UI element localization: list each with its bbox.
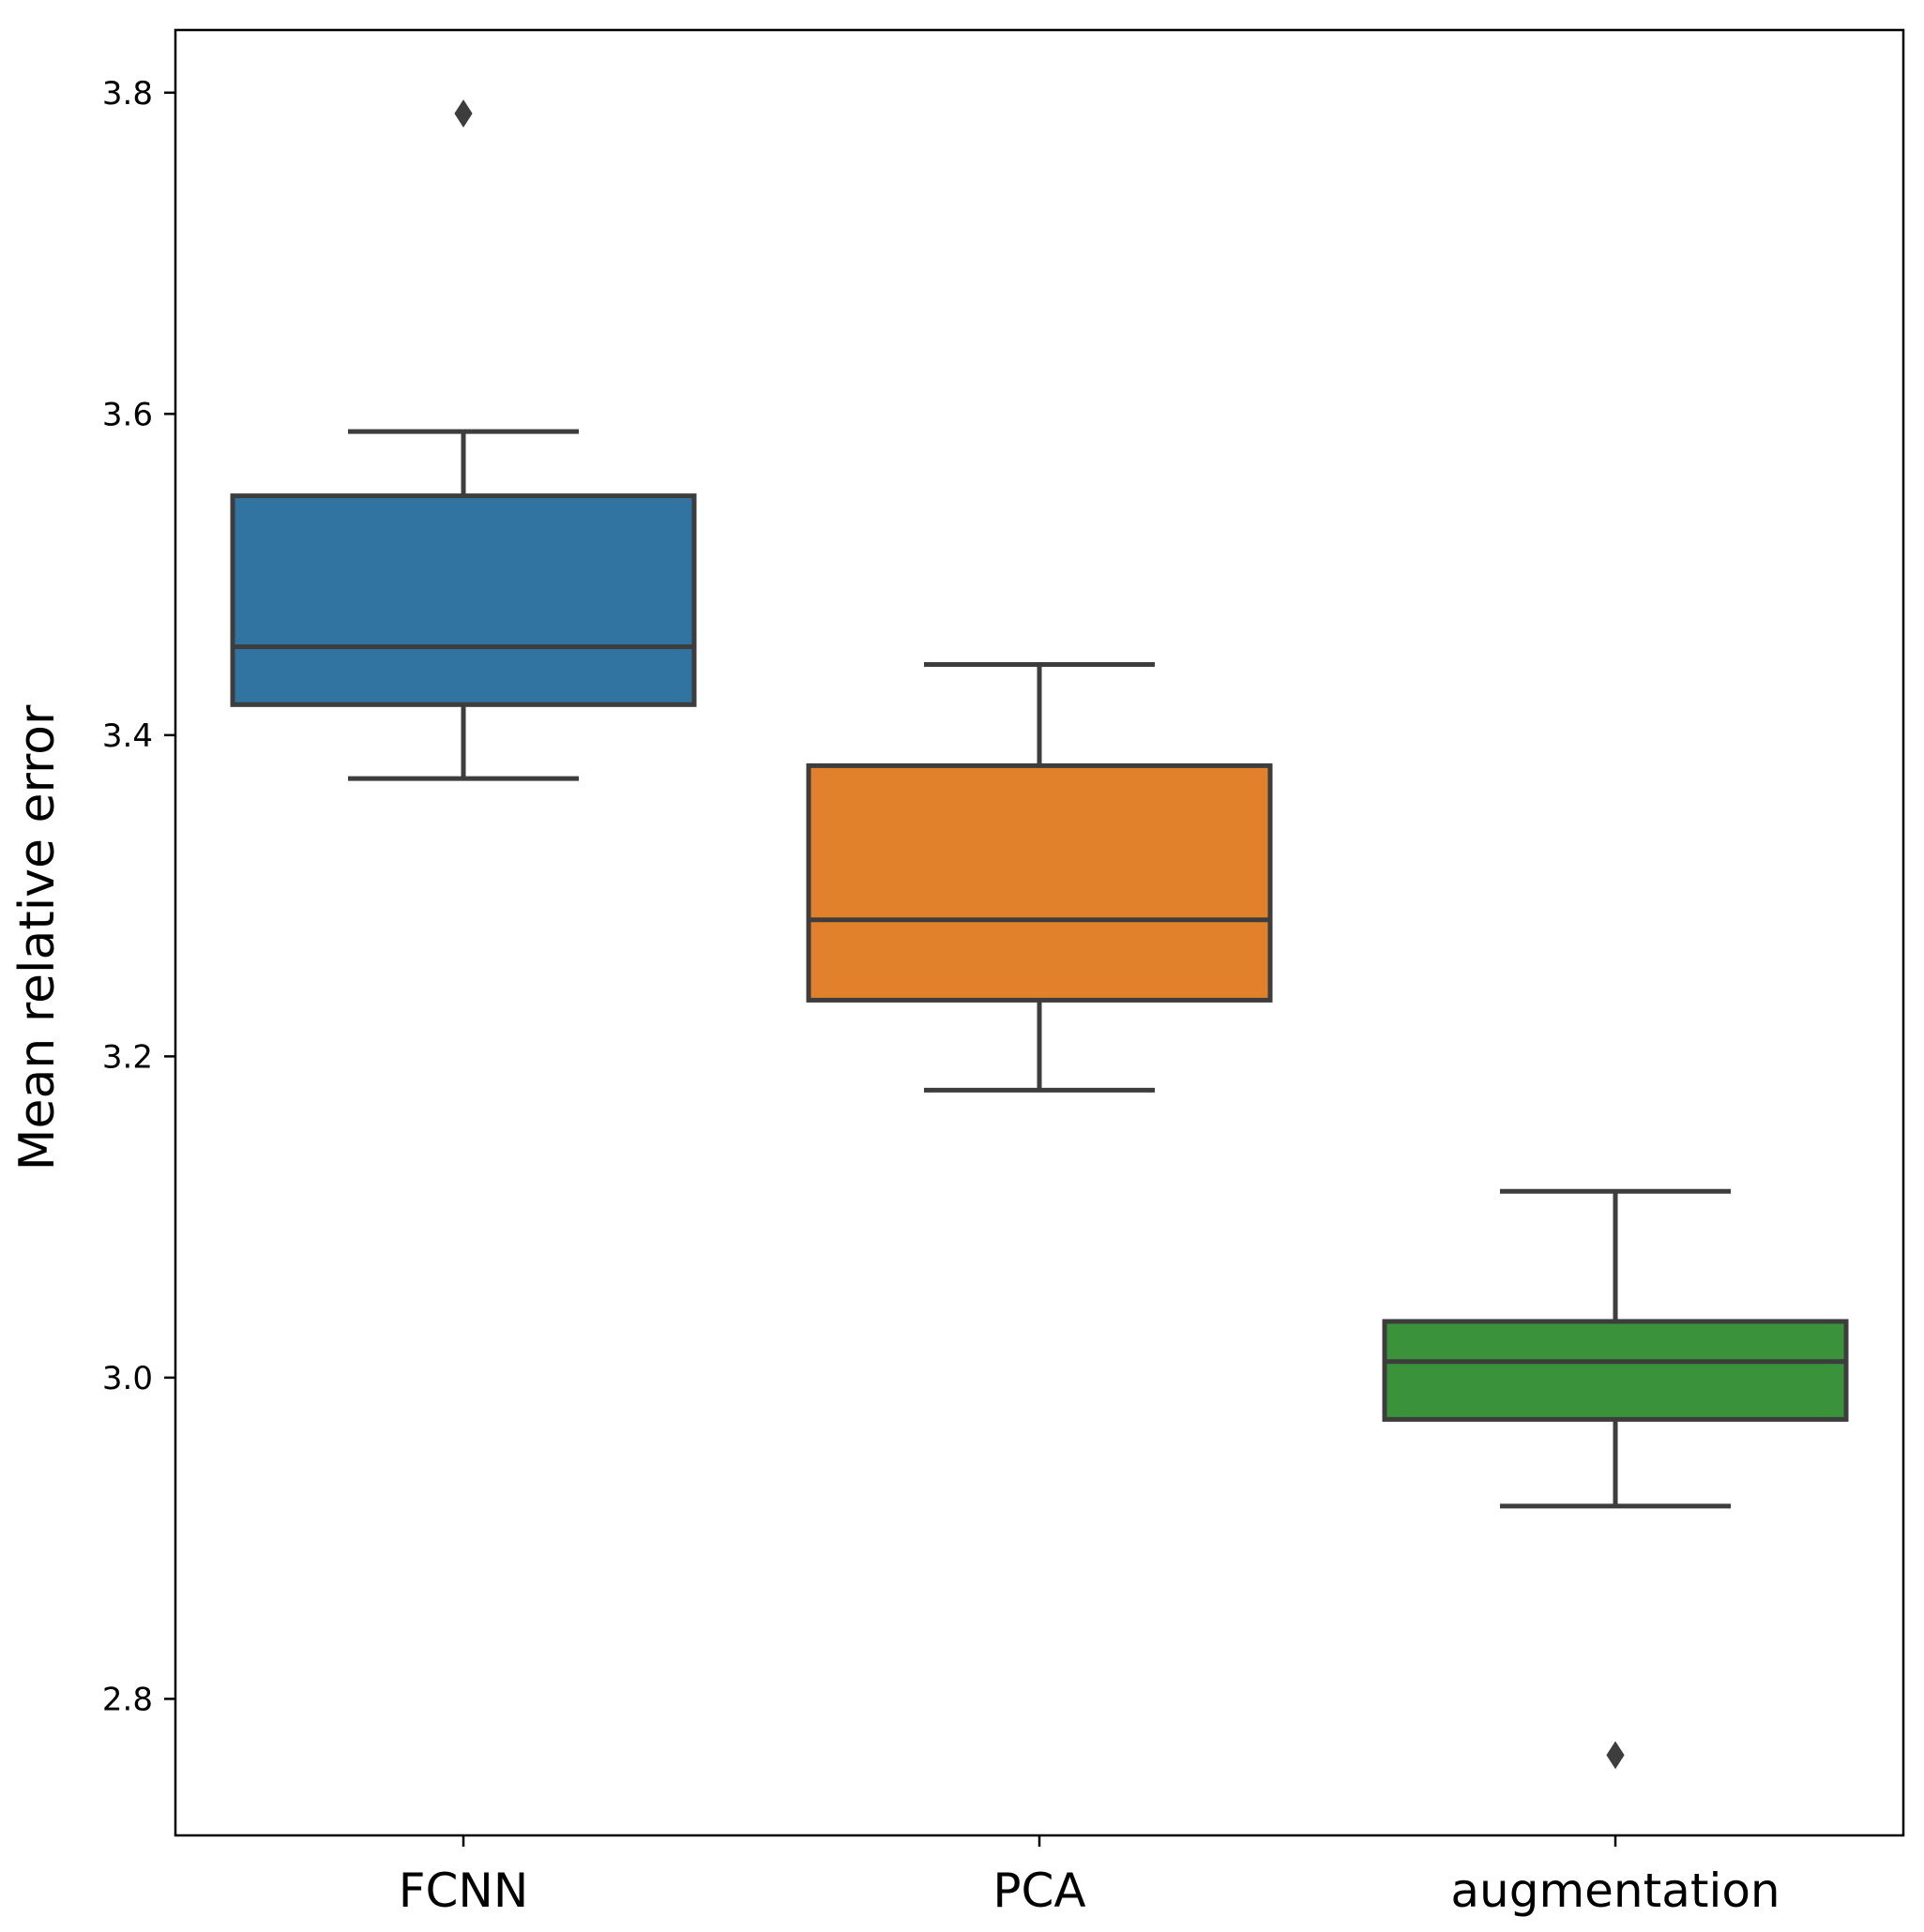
y-tick-label-3.8: 3.8 — [102, 75, 153, 113]
boxes-layer — [230, 99, 1849, 1770]
iqr-box-FCNN — [230, 493, 697, 707]
x-axis-ticks: FCNN PCA augmentation — [399, 1835, 1780, 1918]
y-tick-label-3.6: 3.6 — [102, 396, 153, 433]
x-tick-label-augmentation: augmentation — [1450, 1864, 1780, 1918]
y-tick-label-3.4: 3.4 — [102, 717, 153, 755]
iqr-box-PCA — [806, 762, 1273, 1003]
box-group-PCA — [806, 661, 1273, 1093]
y-axis-label: Mean relative error — [9, 704, 66, 1170]
x-tick-label-PCA: PCA — [992, 1864, 1085, 1918]
outlier-point-augmentation-0 — [1606, 1741, 1625, 1770]
y-tick-label-3.0: 3.0 — [102, 1360, 153, 1397]
y-tick-label-3.2: 3.2 — [102, 1038, 153, 1076]
x-tick-label-FCNN: FCNN — [399, 1864, 528, 1918]
iqr-box-augmentation — [1382, 1319, 1849, 1422]
y-tick-label-2.8: 2.8 — [102, 1681, 153, 1718]
box-group-augmentation — [1382, 1188, 1849, 1770]
outlier-point-FCNN-0 — [454, 99, 473, 128]
box-group-FCNN — [230, 99, 697, 781]
y-axis-ticks: 2.8 3.0 3.2 3.4 3.6 3.8 — [102, 75, 175, 1718]
